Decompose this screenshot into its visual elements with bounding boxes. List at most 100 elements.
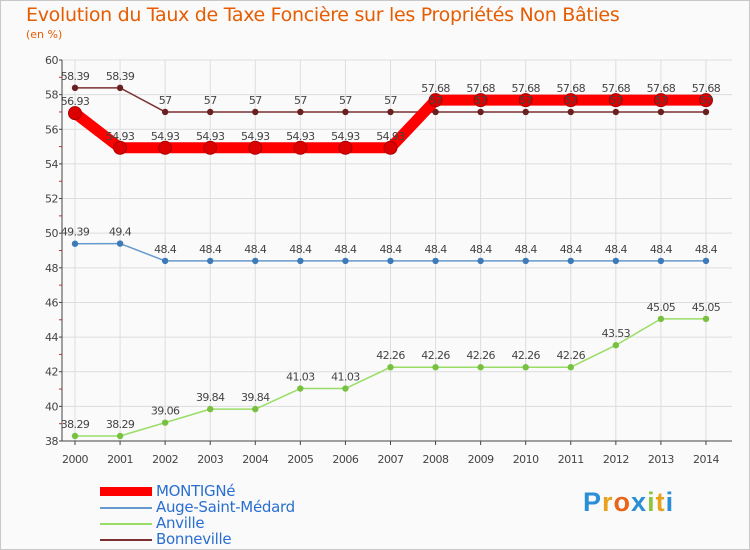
data-point — [567, 364, 574, 371]
data-point — [71, 432, 79, 440]
data-label: 48.4 — [379, 243, 402, 256]
data-point — [698, 93, 713, 108]
data-label: 57 — [609, 94, 622, 107]
data-point — [477, 364, 484, 371]
data-point — [522, 257, 529, 265]
data-point — [702, 257, 710, 265]
data-label: 48.4 — [470, 243, 493, 256]
data-label: 48.4 — [289, 243, 312, 256]
data-point — [71, 240, 79, 247]
data-label: 57 — [655, 94, 668, 107]
chart-title: Evolution du Taux de Taxe Foncière sur l… — [26, 4, 620, 26]
data-point — [702, 315, 710, 323]
data-point — [342, 385, 349, 392]
data-point — [432, 364, 439, 371]
data-point — [657, 315, 665, 323]
data-label: 57 — [384, 94, 397, 107]
data-label: 57.68 — [557, 82, 586, 95]
data-label: 49.39 — [61, 226, 90, 239]
y-axis-unit-label: (en %) — [26, 28, 63, 41]
x-tick-label: 2006 — [332, 453, 358, 466]
data-label: 54.93 — [151, 130, 180, 143]
logo-letter: r — [602, 487, 614, 517]
data-point — [518, 93, 533, 108]
data-point — [203, 140, 218, 155]
y-tick-label: 38 — [45, 435, 58, 448]
data-point — [71, 84, 79, 92]
data-point — [657, 257, 665, 265]
data-point — [297, 257, 304, 265]
x-tick-label: 2011 — [558, 453, 584, 466]
data-label: 42.26 — [466, 349, 495, 362]
data-label: 54.93 — [331, 130, 360, 143]
data-point — [68, 106, 82, 121]
data-label: 56.93 — [61, 95, 90, 108]
data-label: 41.03 — [331, 371, 360, 384]
data-label: 57.68 — [511, 82, 540, 95]
data-label: 48.4 — [334, 243, 357, 256]
legend-label: Anville — [156, 514, 205, 532]
data-point — [293, 140, 308, 155]
logo-letter: i — [647, 487, 656, 517]
data-point — [387, 257, 394, 265]
data-point — [657, 108, 665, 116]
data-point — [612, 342, 620, 349]
data-point — [116, 432, 124, 440]
data-label: 57.68 — [647, 82, 676, 95]
x-tick-label: 2000 — [62, 453, 88, 466]
y-tick-label: 48 — [45, 262, 58, 275]
data-point — [161, 257, 169, 265]
x-tick-label: 2010 — [513, 453, 539, 466]
data-point — [158, 140, 173, 155]
legend-swatch — [100, 523, 152, 525]
data-point — [342, 108, 349, 116]
data-point — [522, 364, 529, 371]
data-point — [608, 93, 623, 108]
y-tick-label: 58 — [45, 89, 58, 102]
data-label: 48.4 — [650, 243, 673, 256]
data-label: 57 — [204, 94, 217, 107]
data-label: 38.29 — [106, 418, 135, 431]
legend-swatch — [100, 487, 152, 496]
data-label: 57 — [429, 94, 442, 107]
x-tick-label: 2009 — [468, 453, 494, 466]
data-point — [252, 405, 259, 413]
x-tick-label: 2002 — [152, 453, 178, 466]
data-label: 48.4 — [244, 243, 267, 256]
legend-label: Auge-Saint-Médard — [156, 498, 295, 516]
data-label: 57 — [519, 94, 532, 107]
data-label: 54.93 — [376, 130, 405, 143]
data-point — [116, 84, 124, 92]
data-point — [473, 93, 488, 108]
data-label: 54.93 — [241, 130, 270, 143]
data-label: 39.06 — [151, 405, 180, 418]
y-tick-label: 44 — [45, 331, 58, 344]
data-label: 45.05 — [647, 301, 676, 314]
data-point — [522, 108, 529, 116]
data-point — [161, 108, 169, 116]
data-label: 54.93 — [106, 130, 135, 143]
data-point — [432, 257, 439, 265]
data-label: 57 — [564, 94, 577, 107]
data-label: 57 — [249, 94, 262, 107]
proxiti-logo: Proxiti — [583, 487, 674, 518]
data-label: 43.53 — [602, 327, 631, 340]
data-point — [653, 93, 668, 108]
data-label: 57.68 — [602, 82, 631, 95]
logo-letter: x — [631, 487, 648, 517]
data-point — [387, 108, 394, 116]
data-label: 57 — [474, 94, 487, 107]
data-point — [297, 385, 304, 392]
data-label: 57 — [700, 94, 713, 107]
data-label: 48.4 — [199, 243, 222, 256]
data-label: 58.39 — [61, 70, 90, 83]
data-label: 48.4 — [515, 243, 538, 256]
data-point — [477, 257, 484, 265]
x-tick-label: 2004 — [242, 453, 268, 466]
data-point — [477, 108, 484, 116]
data-label: 57.68 — [692, 82, 721, 95]
data-label: 48.4 — [560, 243, 583, 256]
data-label: 58.39 — [106, 70, 135, 83]
